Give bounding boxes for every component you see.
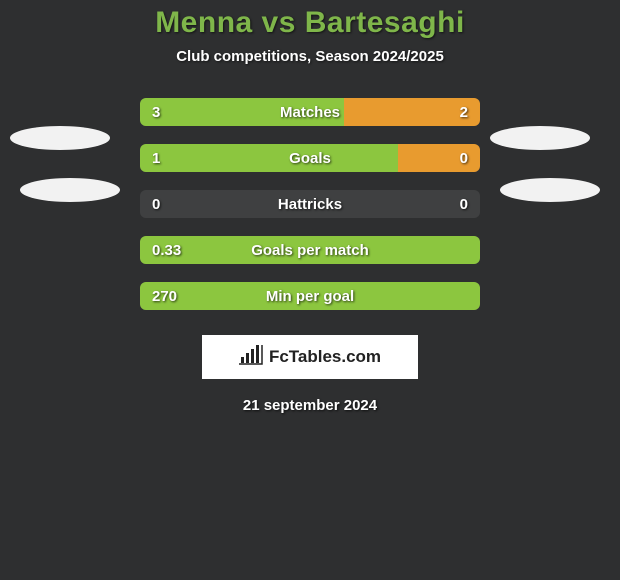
stat-row: Goals per match0.33 xyxy=(0,227,620,273)
bar-right xyxy=(398,144,480,172)
bar-right xyxy=(344,98,480,126)
bar-track: Min per goal270 xyxy=(140,282,480,310)
stat-row: Goals10 xyxy=(0,135,620,181)
bar-track: Goals per match0.33 xyxy=(140,236,480,264)
comparison-infographic: Menna vs Bartesaghi Club competitions, S… xyxy=(0,0,620,580)
bar-track: Matches32 xyxy=(140,98,480,126)
bar-track: Hattricks0 0 xyxy=(140,190,480,218)
stat-row: Matches32 xyxy=(0,89,620,135)
bar-left xyxy=(140,144,398,172)
bar-left xyxy=(140,236,480,264)
date-text: 21 september 2024 xyxy=(0,397,620,414)
page-title: Menna vs Bartesaghi xyxy=(0,6,620,40)
bar-left xyxy=(140,98,344,126)
stat-row: Min per goal270 xyxy=(0,273,620,319)
stat-label: Hattricks xyxy=(140,190,480,218)
stat-value-left: 0 xyxy=(152,190,160,218)
logo-text: FcTables.com xyxy=(269,347,381,367)
stat-value-right: 0 xyxy=(460,190,468,218)
chart-icon xyxy=(239,345,263,370)
logo-box: FcTables.com xyxy=(202,335,418,379)
bar-left xyxy=(140,282,480,310)
bar-track: Goals10 xyxy=(140,144,480,172)
stats-area: Matches32 Goals10 Hattricks0 0 Goals per mat… xyxy=(0,89,620,319)
subtitle: Club competitions, Season 2024/2025 xyxy=(0,48,620,65)
stat-row: Hattricks0 0 xyxy=(0,181,620,227)
